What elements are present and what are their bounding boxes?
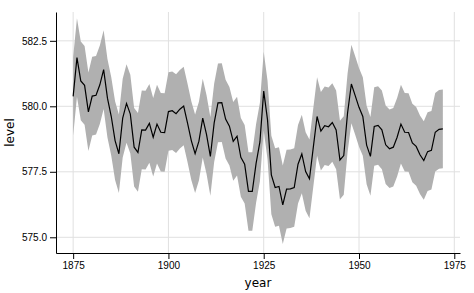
y-tick-label: 575.0: [22, 232, 47, 243]
grid-line-x: [454, 12, 455, 253]
x-tick: 1900: [158, 253, 181, 271]
x-axis: 1875 1900 1925 1950 1975: [57, 253, 467, 271]
grid-line-x: [73, 12, 74, 253]
y-tick: 575.0: [22, 232, 56, 243]
x-tick-mark: [264, 253, 265, 259]
chart: 1875 1900 1925 1950 1975 575.0 577.5 580.0 582.5…: [0, 0, 474, 293]
x-tick: 1950: [348, 253, 371, 271]
band: [73, 18, 443, 244]
x-axis-line: [57, 253, 461, 254]
y-axis-title: level: [3, 118, 17, 147]
y-axis: 575.0 577.5 580.0 582.5: [22, 13, 57, 254]
x-tick-label: 1975: [444, 260, 467, 271]
x-tick-label: 1900: [158, 260, 181, 271]
y-tick-mark: [50, 172, 56, 173]
x-tick-label: 1950: [348, 260, 371, 271]
y-tick: 580.0: [22, 101, 56, 112]
y-tick-label: 577.5: [22, 166, 47, 177]
y-tick-label: 582.5: [22, 36, 47, 47]
x-tick: 1975: [444, 253, 467, 271]
y-tick: 577.5: [22, 166, 56, 177]
x-tick-label: 1875: [63, 260, 86, 271]
y-tick-label: 580.0: [22, 101, 47, 112]
x-tick: 1875: [63, 253, 86, 271]
grid: [56, 12, 460, 253]
x-tick-mark: [168, 253, 169, 259]
line: [73, 58, 443, 205]
x-tick-mark: [454, 253, 455, 259]
x-tick-label: 1925: [253, 260, 276, 271]
y-tick: 582.5: [22, 36, 56, 47]
plot-area: 1875 1900 1925 1950 1975 575.0 577.5 580.0 582.5: [22, 12, 466, 271]
y-tick-mark: [50, 237, 56, 238]
x-axis-title: year: [245, 276, 272, 290]
y-tick-mark: [50, 41, 56, 42]
marks: [73, 18, 443, 244]
x-tick-mark: [73, 253, 74, 259]
y-tick-mark: [50, 106, 56, 107]
grid-line-y: [56, 40, 460, 41]
x-tick: 1925: [253, 253, 276, 271]
grid-line-y: [56, 237, 460, 238]
x-tick-mark: [359, 253, 360, 259]
y-axis-line: [56, 13, 57, 254]
